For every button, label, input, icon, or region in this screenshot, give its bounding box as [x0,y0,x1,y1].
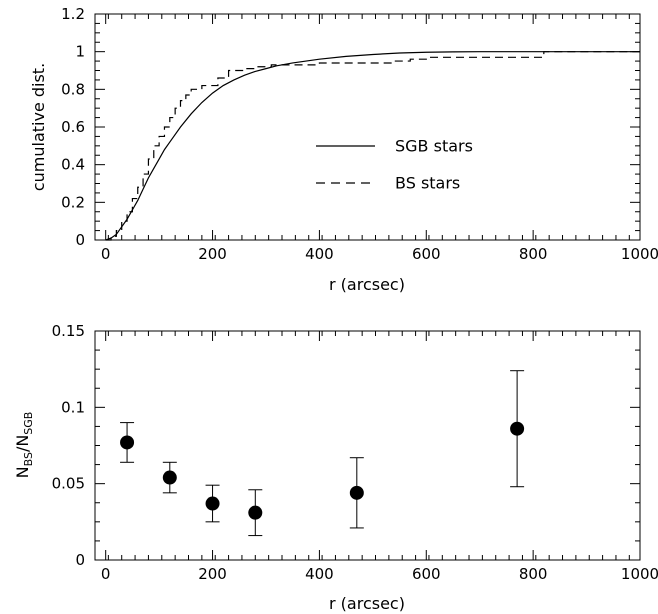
data-point [205,496,220,511]
x-tick-label: 200 [198,565,227,583]
legend: SGB stars BS stars [316,137,473,193]
y-tick-label: 0.2 [61,193,85,211]
series-line-sgb-stars [105,51,640,241]
y-tick-label: 0 [75,231,85,249]
y-tick-label: 0.6 [61,118,85,136]
x-tick-label: 800 [519,565,548,583]
plot-frame [94,330,641,561]
y-tick-label: 0.4 [61,156,85,174]
x-tick-label: 400 [305,565,334,583]
y-tick-labels: 0 0.05 0.1 0.15 [52,322,85,569]
x-tick-label: 200 [198,245,227,263]
data-point [248,505,263,520]
y-tick-label: 0.15 [52,322,85,340]
y-axis-label: NBS/NSGB [13,412,35,479]
data-point [510,421,525,436]
x-tick-label: 600 [412,245,441,263]
x-axis-label: r (arcsec) [329,275,405,294]
legend-label-bs: BS stars [395,174,460,193]
y-tick-label: 0.05 [52,475,85,493]
x-tick-labels: 0 200 400 600 800 1000 [101,245,658,263]
y-tick-labels: 0 0.2 0.4 0.6 0.8 1 1.2 [61,5,85,249]
legend-label-sgb: SGB stars [395,137,473,156]
data-point [349,485,364,500]
y-tick-label: 0 [75,551,85,569]
ratio-panel: 0 200 400 600 800 1000 0 0.05 0.1 0.15 r (arcsec… [13,322,658,613]
data-series [105,51,640,241]
x-tick-label: 600 [412,565,441,583]
x-tick-label: 0 [101,565,111,583]
axis-ticks [95,13,641,241]
x-tick-label: 1000 [621,245,658,263]
x-tick-label: 1000 [621,565,658,583]
plot-frame [94,13,641,241]
y-tick-label: 0.8 [61,80,85,98]
x-tick-label: 400 [305,245,334,263]
y-axis-label: cumulative dist. [29,63,48,191]
y-tick-label: 1.2 [61,5,85,23]
y-tick-label: 0.1 [61,398,85,416]
cumulative-distribution-panel: 0 200 400 600 800 1000 0 0.2 0.4 0.6 0.8 1 1.2 SGB … [29,5,658,294]
data-point [120,435,135,450]
axis-ticks [95,330,641,561]
series-line-bs-stars [105,51,640,241]
y-tick-label: 1 [75,43,85,61]
data-series [120,370,525,537]
x-axis-label: r (arcsec) [329,594,405,613]
x-tick-labels: 0 200 400 600 800 1000 [101,565,658,583]
x-tick-label: 0 [101,245,111,263]
x-tick-label: 800 [519,245,548,263]
data-point [162,470,177,485]
